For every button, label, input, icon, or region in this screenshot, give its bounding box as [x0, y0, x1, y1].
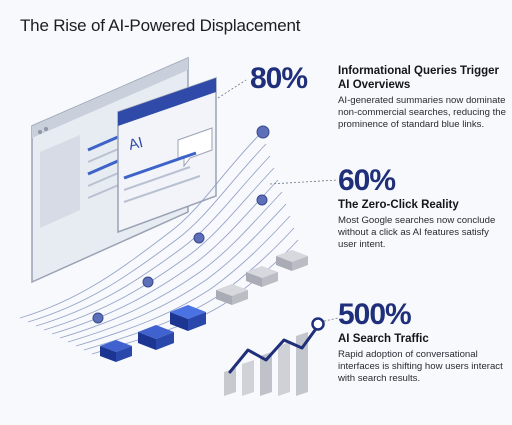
growth-trend-marker: [311, 317, 325, 331]
gray-blocks: [216, 250, 308, 305]
wave-markers: [92, 125, 270, 324]
stat-description: Most Google searches now conclude withou…: [338, 215, 496, 250]
stat-ai-search-traffic: 500% AI Search Traffic Rapid adoption of…: [338, 300, 506, 385]
growth-trend-line: [228, 324, 320, 374]
stat-informational-queries: 80% Informational Queries Trigger AI Ove…: [250, 64, 506, 131]
blue-blocks: [100, 305, 206, 362]
stat-heading: The Zero-Click Reality: [338, 199, 459, 211]
connectors: [217, 79, 339, 323]
stat-value: 500%: [338, 298, 412, 331]
stat-heading: AI Search Traffic: [338, 333, 429, 345]
ai-window: AI: [117, 76, 217, 234]
ai-badge: AI: [127, 134, 145, 154]
stat-value: 60%: [338, 164, 396, 197]
growth-bars: [224, 332, 308, 396]
page-title: The Rise of AI-Powered Displacement: [20, 16, 301, 35]
stat-description: Rapid adoption of conversational interfa…: [338, 349, 503, 384]
stat-heading: Informational Queries Trigger AI Overvie…: [338, 65, 500, 91]
stat-zero-click: 60% The Zero-Click Reality Most Google s…: [338, 166, 506, 251]
stat-value: 80%: [250, 62, 308, 95]
stat-description: AI-generated summaries now dominate non-…: [338, 95, 506, 130]
